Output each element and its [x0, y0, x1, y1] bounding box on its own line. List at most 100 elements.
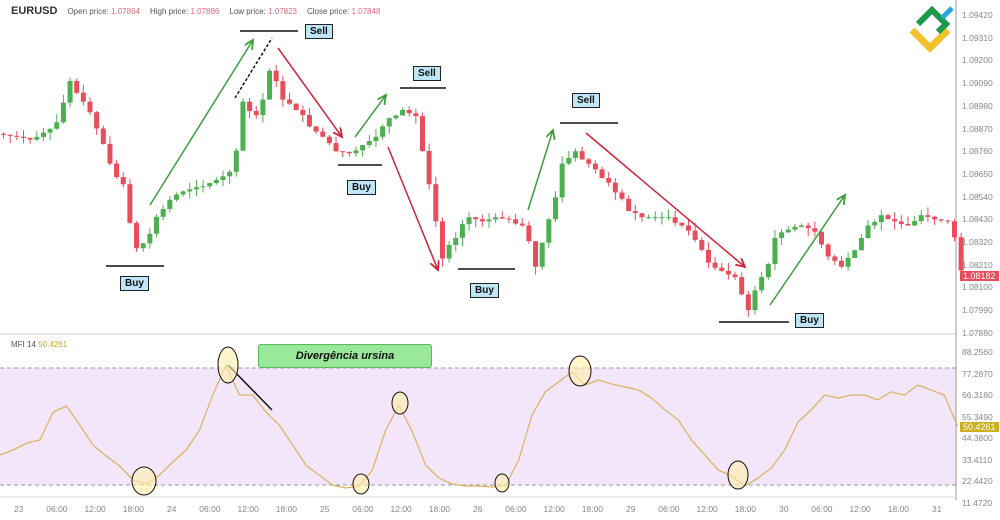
candle	[313, 126, 319, 132]
candle	[27, 137, 33, 140]
candle	[745, 294, 751, 311]
candle	[506, 218, 512, 220]
candle	[865, 225, 871, 238]
candle	[572, 151, 578, 158]
candle	[260, 99, 266, 116]
candle	[692, 230, 698, 240]
candle	[486, 219, 492, 222]
candle	[134, 222, 140, 249]
candle	[499, 217, 505, 219]
mfi-axis-label: 11.4720	[962, 497, 993, 508]
candle	[433, 184, 439, 222]
candle	[652, 217, 658, 219]
candle	[306, 115, 312, 127]
candle	[719, 267, 725, 271]
candle	[792, 226, 798, 230]
divergence-label: Divergência ursina	[258, 344, 432, 368]
candle	[832, 256, 838, 261]
candle	[67, 81, 73, 103]
mfi-overbought-oversold-band	[0, 368, 956, 485]
time-axis-label: 18:00	[122, 504, 145, 514]
candle	[1, 133, 7, 135]
candle	[366, 141, 372, 146]
time-axis-label: 18:00	[428, 504, 451, 514]
candle	[7, 134, 13, 136]
candle	[60, 102, 66, 123]
time-axis-label: 12:00	[237, 504, 259, 514]
candle	[54, 122, 60, 129]
candle	[566, 157, 572, 164]
candle	[74, 81, 80, 93]
brand-logo	[909, 5, 954, 53]
time-axis-label: 18:00	[275, 504, 298, 514]
sell-label: Sell	[305, 24, 333, 39]
down-arrow	[585, 132, 745, 267]
candle	[213, 180, 219, 184]
candle	[340, 151, 346, 153]
sell-label: Sell	[572, 93, 600, 108]
candle	[353, 150, 359, 154]
candle	[120, 177, 126, 185]
indicator-value: 50.4261	[38, 340, 68, 349]
candle	[739, 277, 745, 295]
price-axis-label: 1.08320	[962, 237, 993, 247]
candle	[918, 215, 924, 222]
candle	[173, 194, 179, 200]
price-axis-label: 1.08870	[962, 123, 993, 134]
open-price: 1.07864	[111, 7, 140, 16]
time-axis-label: 12:00	[390, 504, 412, 514]
candle	[479, 219, 485, 222]
indicator-label: MFI 14 50.4261	[11, 340, 67, 349]
candle	[187, 189, 193, 192]
candle	[672, 217, 678, 223]
time-axis-label: 24	[167, 504, 177, 514]
price-axis-label: 1.07880	[962, 327, 993, 338]
time-axis-label: 18:00	[887, 504, 910, 514]
candle	[852, 250, 858, 258]
time-axis-label: 29	[626, 504, 636, 514]
candle	[346, 151, 352, 154]
indicator-name: MFI	[11, 340, 25, 349]
time-axis-label: 06:00	[811, 504, 833, 514]
candle	[639, 213, 645, 218]
current-mfi-badge: 50.4261	[960, 422, 999, 432]
time-axis-label: 18:00	[581, 504, 604, 514]
price-axis-label: 1.08980	[962, 100, 993, 111]
mfi-axis-label: 22.4420	[962, 476, 993, 486]
candle	[579, 151, 585, 160]
candle	[799, 225, 805, 227]
price-axis-label: 1.09310	[962, 32, 993, 43]
candle	[386, 118, 392, 127]
price-axis-label: 1.08540	[962, 191, 993, 202]
price-axis-label: 1.09420	[962, 10, 993, 20]
buy-label: Buy	[470, 283, 499, 298]
candle	[373, 136, 379, 142]
candle	[805, 225, 811, 229]
up-arrow	[354, 95, 386, 138]
candle	[812, 228, 818, 232]
candle	[493, 217, 499, 220]
buy-label: Buy	[347, 180, 376, 195]
time-axis-label: 12:00	[543, 504, 565, 514]
candle	[180, 191, 186, 195]
time-axis-label: 06:00	[352, 504, 374, 514]
candle	[287, 99, 292, 104]
price-axis-label: 1.08430	[962, 214, 993, 225]
candle	[912, 221, 918, 226]
candle	[154, 216, 159, 234]
candle	[320, 131, 326, 137]
candle	[200, 186, 206, 188]
candle	[420, 116, 425, 151]
candle	[659, 217, 665, 219]
time-axis-label: 12:00	[849, 504, 871, 514]
time-axis-label: 12:00	[696, 504, 718, 514]
symbol: EURUSD	[11, 5, 58, 17]
candle	[732, 274, 738, 278]
candle	[193, 187, 199, 190]
candle	[34, 136, 40, 140]
candle	[612, 182, 618, 193]
candle	[107, 143, 113, 164]
candle	[892, 219, 898, 222]
price-axis-label: 1.09200	[962, 55, 993, 66]
